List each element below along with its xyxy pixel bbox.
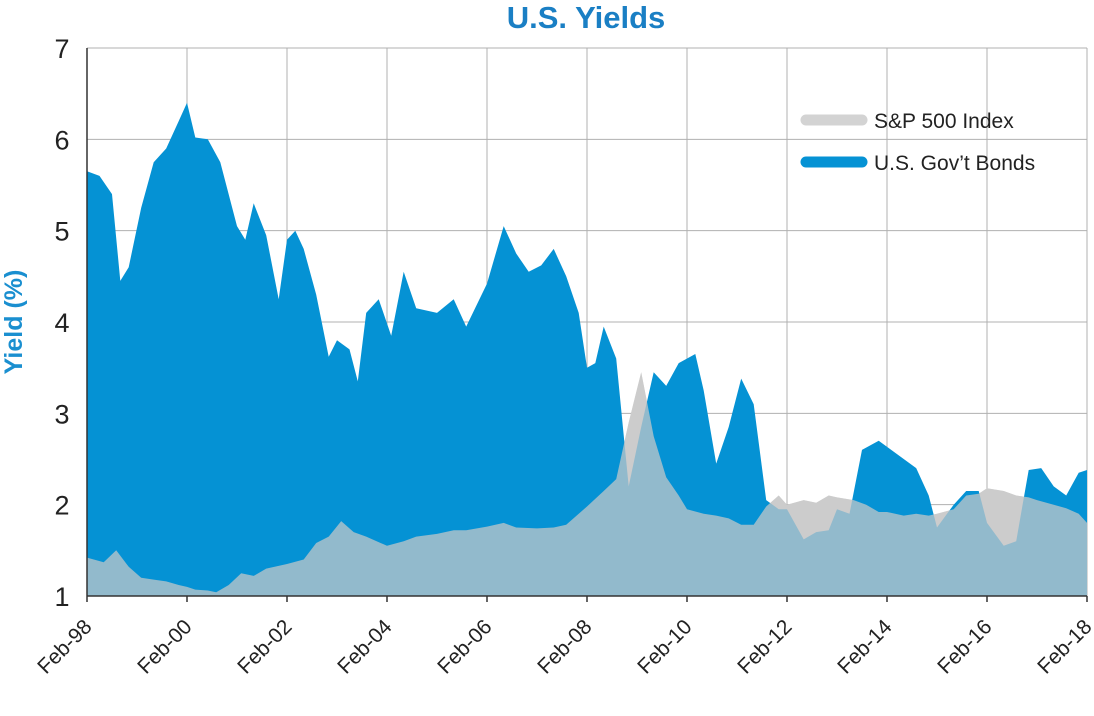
chart-title: U.S. Yields: [507, 0, 666, 35]
y-tick-label: 4: [54, 308, 69, 338]
y-tick-label: 7: [54, 34, 69, 64]
x-tick-label: Feb-14: [833, 615, 897, 679]
x-tick-label: Feb-00: [133, 615, 196, 678]
legend-label: U.S. Gov’t Bonds: [874, 152, 1035, 175]
x-tick-label: Feb-08: [533, 615, 596, 678]
axes: [86, 48, 1088, 602]
x-tick-label: Feb-18: [1033, 615, 1094, 678]
y-tick-label: 2: [54, 491, 69, 521]
gov-bonds-area: [87, 102, 1087, 597]
sp500-overlay-area: [87, 372, 1087, 596]
y-tick-label: 6: [54, 125, 69, 155]
x-tick-label: Feb-02: [233, 615, 296, 678]
x-tick-label: Feb-98: [33, 615, 96, 678]
y-tick-label: 1: [54, 582, 69, 612]
x-tick-label: Feb-06: [433, 615, 496, 678]
x-tick-label: Feb-16: [933, 615, 996, 678]
legend: S&P 500 Index U.S. Gov’t Bonds: [800, 110, 1035, 175]
x-tick-label: Feb-12: [733, 615, 796, 678]
legend-label: S&P 500 Index: [874, 110, 1014, 133]
plot-areas: [87, 102, 1087, 597]
y-axis-label: Yield (%): [0, 270, 28, 375]
y-tick-label: 3: [54, 399, 69, 429]
y-tick-label: 5: [54, 217, 69, 247]
x-tick-label: Feb-04: [333, 615, 397, 679]
x-tick-label: Feb-10: [633, 615, 696, 678]
